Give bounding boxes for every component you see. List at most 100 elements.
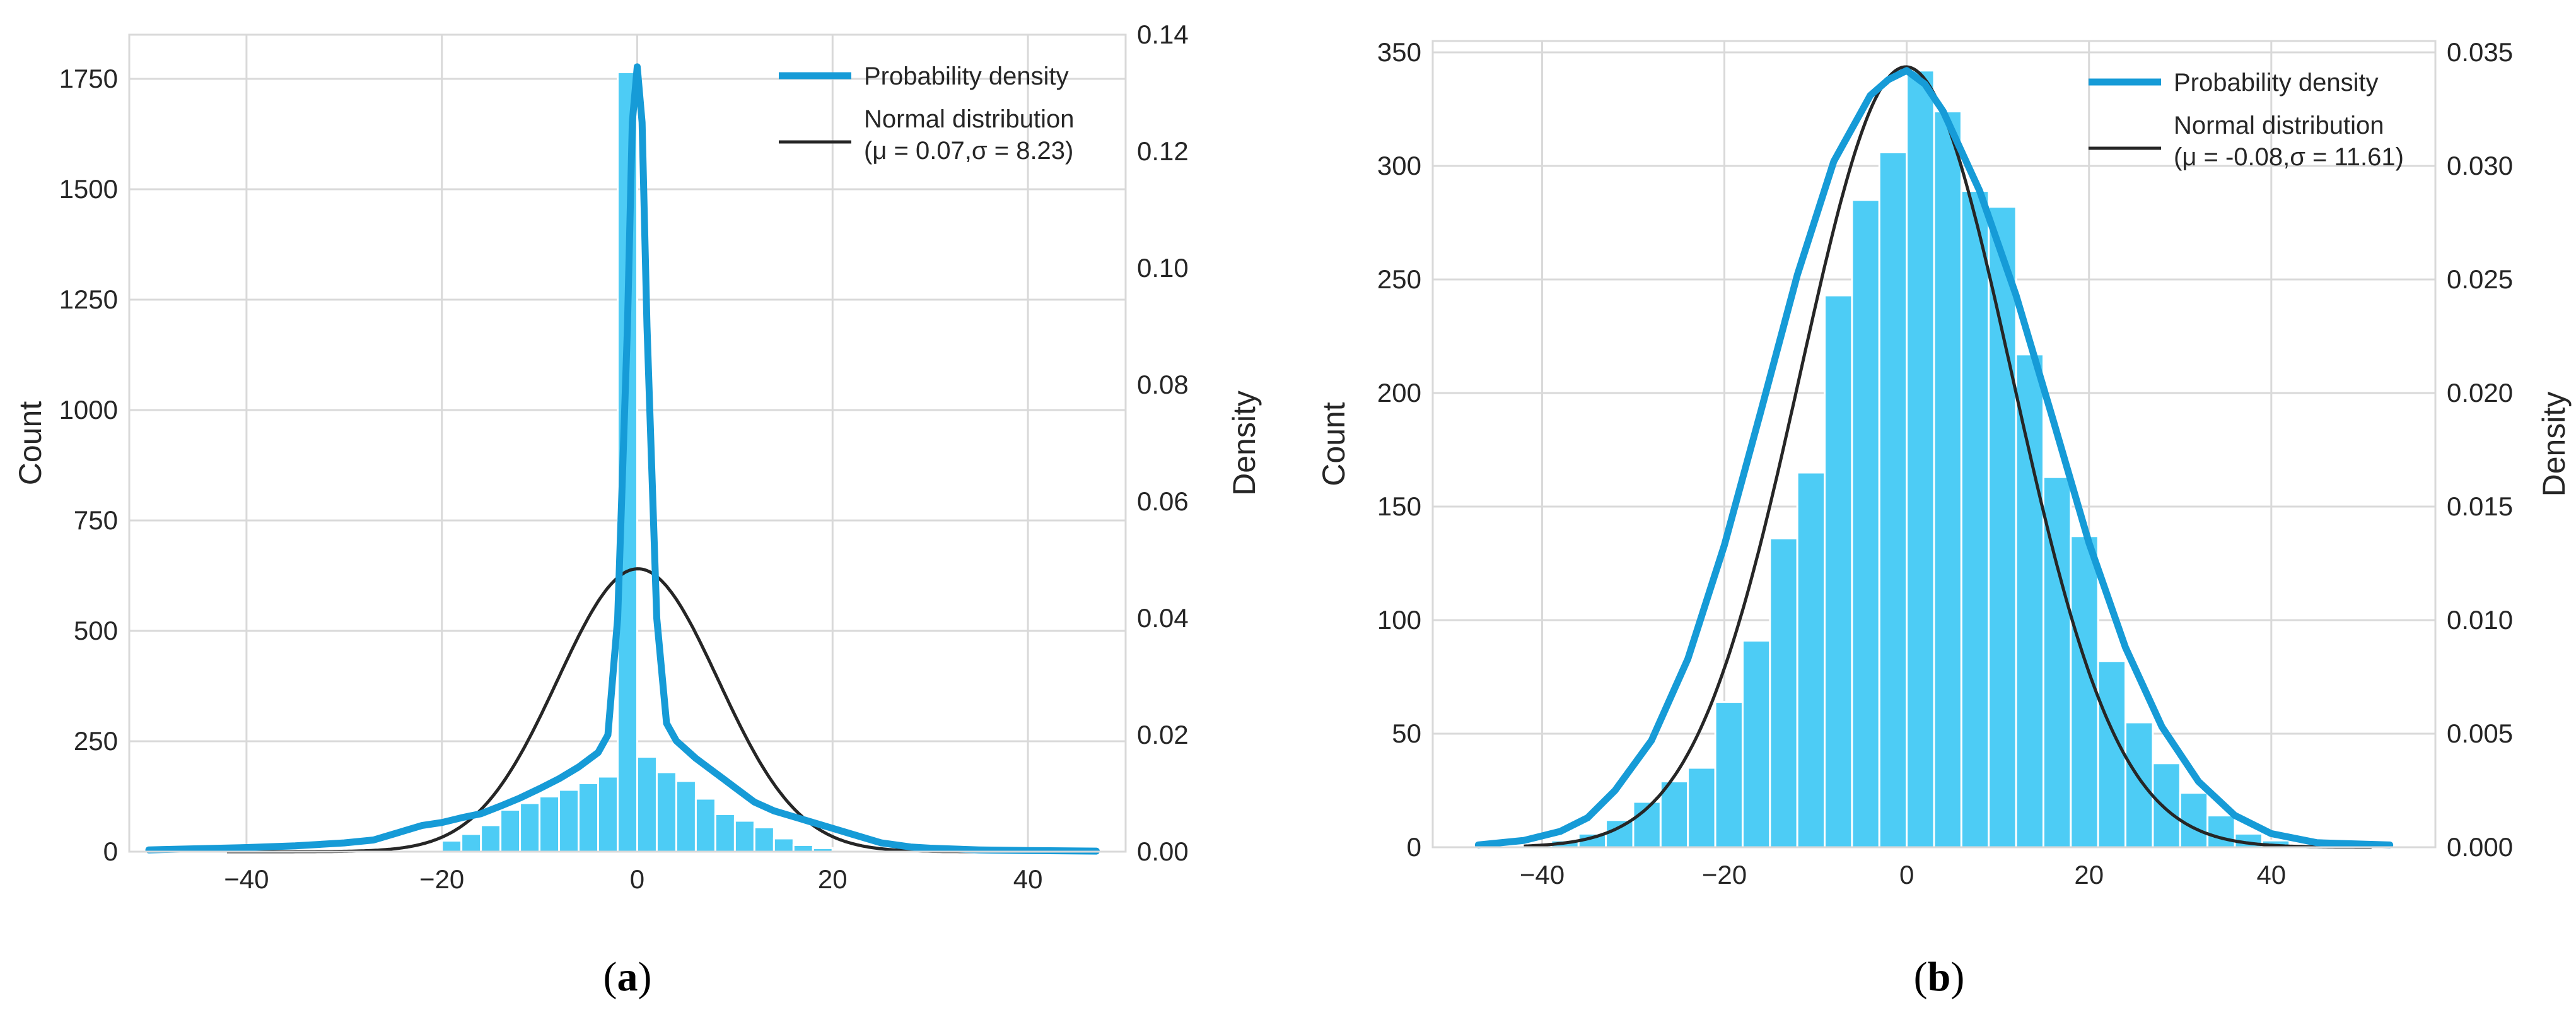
histogram-bar [2124,721,2154,849]
x-tick-label: 0 [1899,860,1914,890]
legend-label-probability-density: Probability density [2174,69,2379,97]
y-count-tick-label: 100 [1377,605,1421,635]
histogram-bar [1960,190,1990,849]
histogram-bar [733,819,755,853]
histogram-bar [1796,471,1826,849]
y-density-tick-label: 0.08 [1137,370,1189,399]
y-density-tick-label: 0.02 [1137,720,1189,749]
y-count-tick-label: 1750 [59,64,118,93]
x-tick-label: 20 [818,864,848,894]
histogram-bar [558,789,580,853]
y-density-tick-label: 0.00 [1137,837,1189,866]
histogram-bars [1523,69,2318,849]
histogram-bar [1659,780,1689,849]
y-density-tick-label: 0.14 [1137,20,1189,49]
histogram-bar [772,837,795,853]
panel-a: −40 −20 0 20 40 0 250 500 750 1000 1250 1500 1750 0.0… [13,20,1262,1000]
y-density-tick-label: 0.12 [1137,136,1189,166]
histogram-bar [1687,766,1716,849]
y-count-tick-label: 50 [1392,719,1421,748]
y-count-tick-label: 1250 [59,285,118,314]
histogram-bar [753,826,775,853]
legend: Probability density Normal distribution (μ… [2089,69,2404,171]
histogram-bar [2097,660,2127,849]
y-count-tick-label: 250 [74,726,118,756]
y-density-tick-label: 0.025 [2447,264,2513,294]
y-axis-label-count: Count [1316,402,1351,486]
histogram-bar [2206,814,2236,849]
histogram-bar [1933,110,1962,849]
histogram-bar [539,796,561,853]
histogram-bar [636,756,658,853]
y-density-tick-label: 0.030 [2447,151,2513,180]
x-tick-label: −20 [1702,860,1747,890]
y-count-tick-label: 200 [1377,378,1421,408]
histogram-bar [714,813,736,853]
histogram-bar [1741,639,1771,849]
y-count-tick-label: 0 [103,837,118,866]
histogram-bar [792,844,814,853]
histogram-bar [499,809,522,853]
y-count-tick-label: 350 [1377,37,1421,67]
histogram-bar [1824,294,1853,849]
histogram-bar [1769,537,1798,849]
y-density-tick-label: 0.005 [2447,719,2513,748]
x-tick-label: 20 [2074,860,2104,890]
y-count-tick-label: 0 [1407,832,1421,862]
histogram-bar [655,771,677,853]
panel-label-close-paren: ) [638,954,652,1000]
y-density-tick-label: 0.010 [2447,605,2513,635]
histogram-bar [2015,353,2044,849]
legend-label-normal-params: (μ = 0.07,σ = 8.23) [864,137,1073,165]
y-density-tick-label: 0.06 [1137,486,1189,516]
y-density-tick-label: 0.000 [2447,832,2513,862]
plot-frame [1431,40,2437,849]
x-tick-label: 0 [630,864,644,894]
y-count-tick-label: 750 [74,505,118,535]
x-tick-label: −40 [1520,860,1565,890]
y-count-tick-label: 1500 [59,174,118,204]
histogram-bar [1605,819,1635,849]
histogram-bar [2042,476,2072,849]
legend: Probability density Normal distribution (μ… [779,62,1074,165]
panel-label: (b) [1914,954,1965,1000]
y-count-tick-label: 250 [1377,264,1421,294]
legend-label-normal-distribution: Normal distribution [864,105,1074,133]
panel-label: (a) [603,954,652,1000]
y-count-tick-label: 1000 [59,395,118,425]
panel-label-open-paren: ( [603,954,617,1000]
histogram-bar [480,824,502,853]
histogram-bar [2152,762,2181,849]
histogram-bar [597,775,619,853]
y-density-tick-label: 0.020 [2447,378,2513,408]
y-density-tick-label: 0.04 [1137,603,1189,633]
y-axis-label-density: Density [1227,391,1262,496]
histogram-bars [441,71,853,853]
panel-label-close-paren: ) [1950,954,1964,1000]
probability-density-line [145,63,1100,855]
y-count-tick-label: 500 [74,616,118,645]
probability-density-line [1474,67,2394,849]
y-count-tick-label: 150 [1377,491,1421,521]
histogram-bar [519,802,541,853]
x-tick-label: 40 [2256,860,2286,890]
x-tick-label: −40 [224,864,269,894]
legend-label-probability-density: Probability density [864,62,1069,90]
histogram-bar [1851,199,1880,849]
histogram-bar [694,797,716,853]
x-tick-label: 40 [1013,864,1043,894]
histogram-bar [1988,206,2017,849]
legend-label-normal-distribution: Normal distribution [2174,112,2384,139]
y-axis-label-density: Density [2536,392,2572,497]
panel-b: −40 −20 0 20 40 0 50 100 150 200 250 300 350 0.000 0.0… [1316,37,2572,1000]
histogram-bar [1906,69,1935,849]
panel-label-letter: b [1928,954,1951,1000]
y-density-tick-label: 0.035 [2447,37,2513,67]
histogram-bar [2070,535,2099,849]
histogram-bar [1878,151,1908,849]
histogram-bar [675,780,697,853]
histogram-bar [1714,701,1744,849]
y-density-tick-label: 0.015 [2447,491,2513,521]
